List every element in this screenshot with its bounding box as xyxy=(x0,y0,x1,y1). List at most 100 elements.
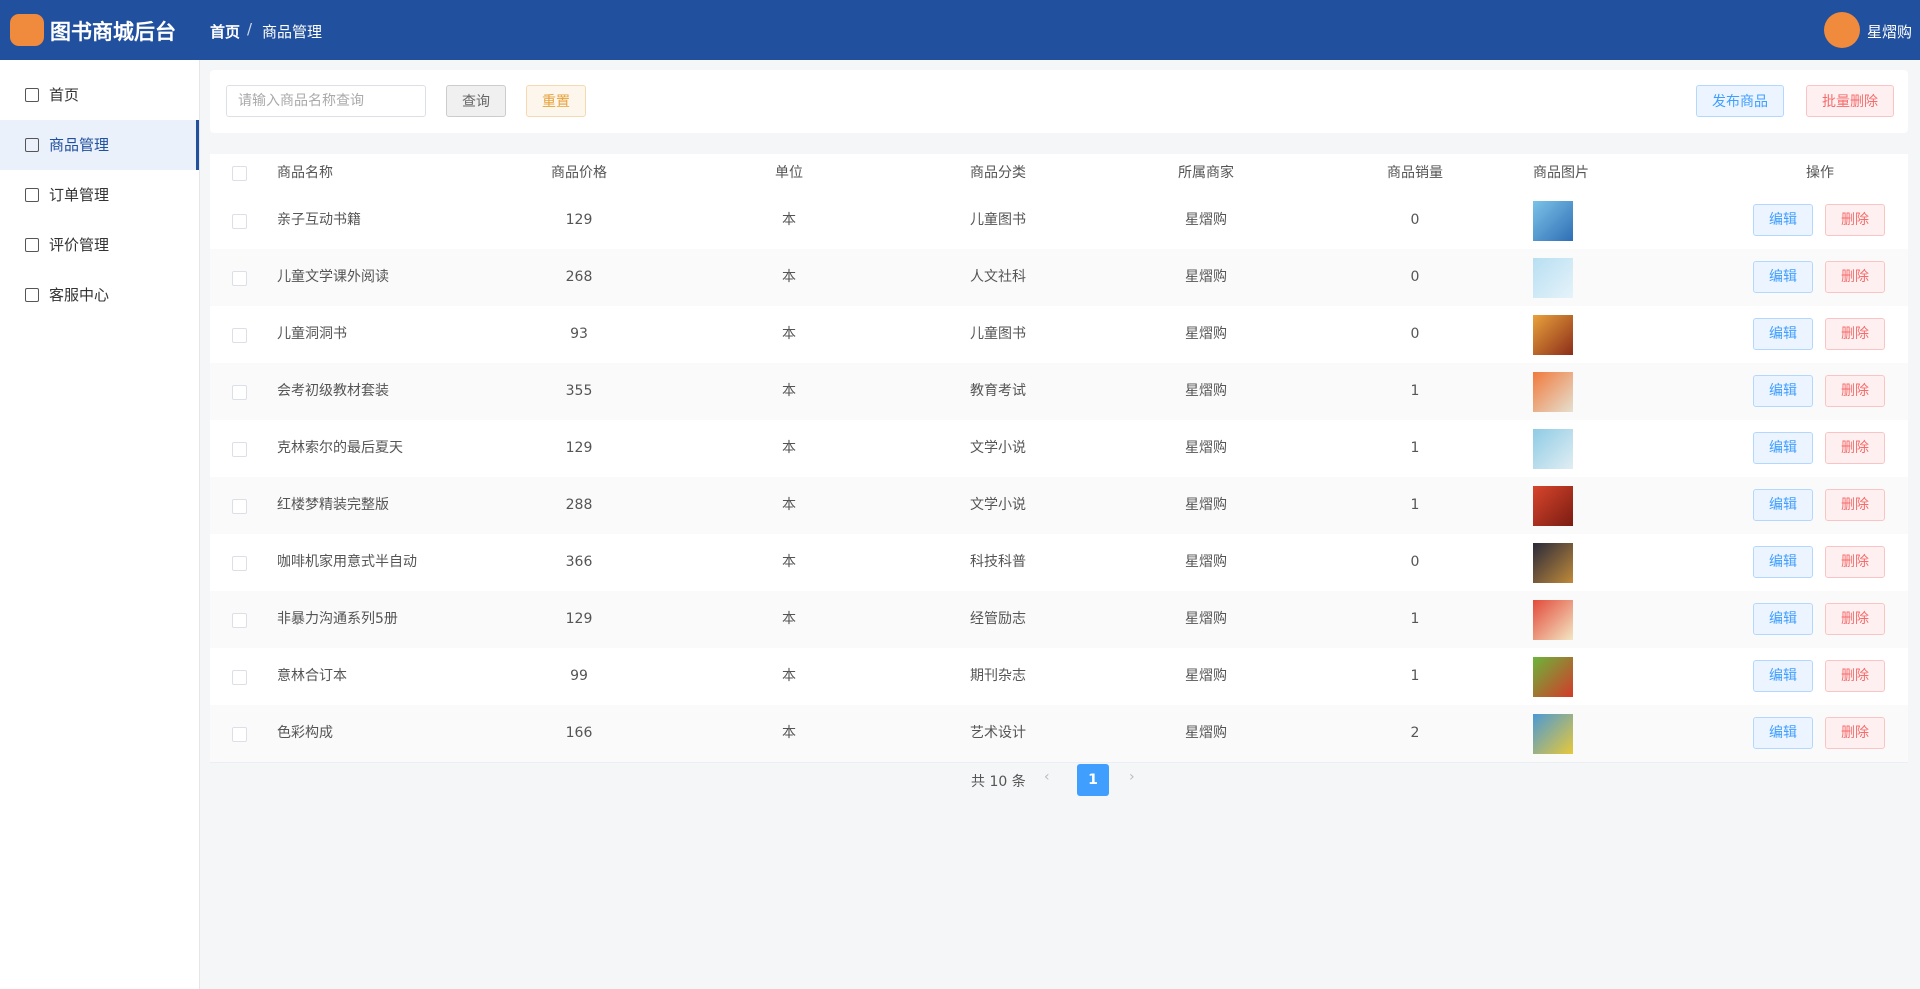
menu-icon xyxy=(25,138,39,152)
query-button[interactable]: 查询 xyxy=(446,85,506,117)
page-number[interactable]: 1 xyxy=(1077,764,1109,796)
breadcrumb-home[interactable]: 首页 xyxy=(210,23,241,41)
edit-button[interactable]: 编辑 xyxy=(1753,489,1813,521)
menu-item[interactable]: 首页 xyxy=(0,70,199,120)
cell: 期刊杂志 xyxy=(970,668,1026,684)
publish-button[interactable]: 发布商品 xyxy=(1696,85,1784,117)
checkbox[interactable] xyxy=(232,442,247,457)
delete-button[interactable]: 删除 xyxy=(1825,375,1885,407)
delete-button[interactable]: 删除 xyxy=(1825,261,1885,293)
product-image xyxy=(1533,657,1573,697)
menu-item[interactable]: 订单管理 xyxy=(0,170,199,220)
delete-button[interactable]: 删除 xyxy=(1825,546,1885,578)
next-page[interactable]: › xyxy=(1129,769,1135,785)
cell: 星熠购 xyxy=(1185,668,1227,684)
menu-label[interactable]: 商品管理 xyxy=(49,136,110,154)
user-name[interactable]: 星熠购 xyxy=(1867,23,1913,41)
reset-button[interactable]: 重置 xyxy=(526,85,586,117)
checkbox[interactable] xyxy=(232,385,247,400)
delete-button[interactable]: 删除 xyxy=(1825,432,1885,464)
column-header: 商品图片 xyxy=(1533,165,1589,181)
delete-button[interactable]: 删除 xyxy=(1825,717,1885,749)
menu-label[interactable]: 订单管理 xyxy=(49,186,110,204)
checkbox[interactable] xyxy=(232,214,247,229)
product-image xyxy=(1533,258,1573,298)
cell: 儿童洞洞书 xyxy=(277,326,347,342)
cell: 本 xyxy=(782,269,796,285)
cell: 93 xyxy=(570,326,588,342)
menu-label[interactable]: 客服中心 xyxy=(49,286,110,304)
avatar[interactable] xyxy=(1824,12,1860,48)
search-input[interactable]: 请输入商品名称查询 xyxy=(226,85,426,117)
delete-button[interactable]: 删除 xyxy=(1825,204,1885,236)
menu-label[interactable]: 首页 xyxy=(49,86,80,104)
menu-icon xyxy=(25,188,39,202)
product-image xyxy=(1533,543,1573,583)
cell: 星熠购 xyxy=(1185,269,1227,285)
edit-button[interactable]: 编辑 xyxy=(1753,717,1813,749)
edit-button[interactable]: 编辑 xyxy=(1753,546,1813,578)
table-row: 红楼梦精装完整版 288 本 文学小说 星熠购 1 编辑 删除 xyxy=(210,477,1908,535)
cell: 129 xyxy=(565,212,593,228)
edit-button[interactable]: 编辑 xyxy=(1753,603,1813,635)
cell: 0 xyxy=(1410,554,1420,570)
delete-button[interactable]: 删除 xyxy=(1825,603,1885,635)
product-image xyxy=(1533,486,1573,526)
checkbox[interactable] xyxy=(232,727,247,742)
cell: 0 xyxy=(1410,326,1420,342)
delete-button[interactable]: 删除 xyxy=(1825,489,1885,521)
delete-button[interactable]: 删除 xyxy=(1825,318,1885,350)
column-header: 商品销量 xyxy=(1387,165,1443,181)
cell: 儿童图书 xyxy=(970,212,1026,228)
cell: 本 xyxy=(782,668,796,684)
menu-item[interactable]: 商品管理 xyxy=(0,120,199,170)
column-header: 商品价格 xyxy=(551,165,607,181)
cell: 166 xyxy=(565,725,593,741)
batch-delete-button[interactable]: 批量删除 xyxy=(1806,85,1894,117)
menu-item[interactable]: 客服中心 xyxy=(0,270,199,320)
delete-button[interactable]: 删除 xyxy=(1825,660,1885,692)
checkbox[interactable] xyxy=(232,670,247,685)
checkbox[interactable] xyxy=(232,166,247,181)
breadcrumb-current: 商品管理 xyxy=(262,23,323,41)
edit-button[interactable]: 编辑 xyxy=(1753,660,1813,692)
checkbox[interactable] xyxy=(232,556,247,571)
cell: 红楼梦精装完整版 xyxy=(277,497,389,513)
edit-button[interactable]: 编辑 xyxy=(1753,318,1813,350)
table-row: 克林索尔的最后夏天 129 本 文学小说 星熠购 1 编辑 删除 xyxy=(210,420,1908,478)
cell: 艺术设计 xyxy=(970,725,1026,741)
table-row: 会考初级教材套装 355 本 教育考试 星熠购 1 编辑 删除 xyxy=(210,363,1908,421)
breadcrumb-sep: / xyxy=(247,20,253,38)
cell: 268 xyxy=(565,269,593,285)
cell: 科技科普 xyxy=(970,554,1026,570)
edit-button[interactable]: 编辑 xyxy=(1753,375,1813,407)
checkbox[interactable] xyxy=(232,499,247,514)
cell: 本 xyxy=(782,383,796,399)
menu-item[interactable]: 评价管理 xyxy=(0,220,199,270)
cell: 本 xyxy=(782,725,796,741)
checkbox[interactable] xyxy=(232,271,247,286)
menu-icon xyxy=(25,88,39,102)
edit-button[interactable]: 编辑 xyxy=(1753,261,1813,293)
edit-button[interactable]: 编辑 xyxy=(1753,204,1813,236)
column-header: 所属商家 xyxy=(1178,165,1234,181)
cell: 本 xyxy=(782,326,796,342)
cell: 1 xyxy=(1410,611,1420,627)
cell: 经管励志 xyxy=(970,611,1026,627)
cell: 1 xyxy=(1410,497,1420,513)
cell: 儿童文学课外阅读 xyxy=(277,269,389,285)
table-row: 亲子互动书籍 129 本 儿童图书 星熠购 0 编辑 删除 xyxy=(210,192,1908,250)
checkbox[interactable] xyxy=(232,328,247,343)
cell: 星熠购 xyxy=(1185,212,1227,228)
toolbar: 请输入商品名称查询 查询 重置 发布商品 批量删除 xyxy=(210,70,1908,133)
cell: 2 xyxy=(1410,725,1420,741)
edit-button[interactable]: 编辑 xyxy=(1753,432,1813,464)
prev-page[interactable]: ‹ xyxy=(1044,769,1050,785)
cell: 星熠购 xyxy=(1185,326,1227,342)
menu-label[interactable]: 评价管理 xyxy=(49,236,110,254)
checkbox[interactable] xyxy=(232,613,247,628)
pagination-total: 共 10 条 xyxy=(971,774,1026,790)
table-row: 儿童文学课外阅读 268 本 人文社科 星熠购 0 编辑 删除 xyxy=(210,249,1908,307)
table-row: 意林合订本 99 本 期刊杂志 星熠购 1 编辑 删除 xyxy=(210,648,1908,706)
table-row: 咖啡机家用意式半自动 366 本 科技科普 星熠购 0 编辑 删除 xyxy=(210,534,1908,592)
